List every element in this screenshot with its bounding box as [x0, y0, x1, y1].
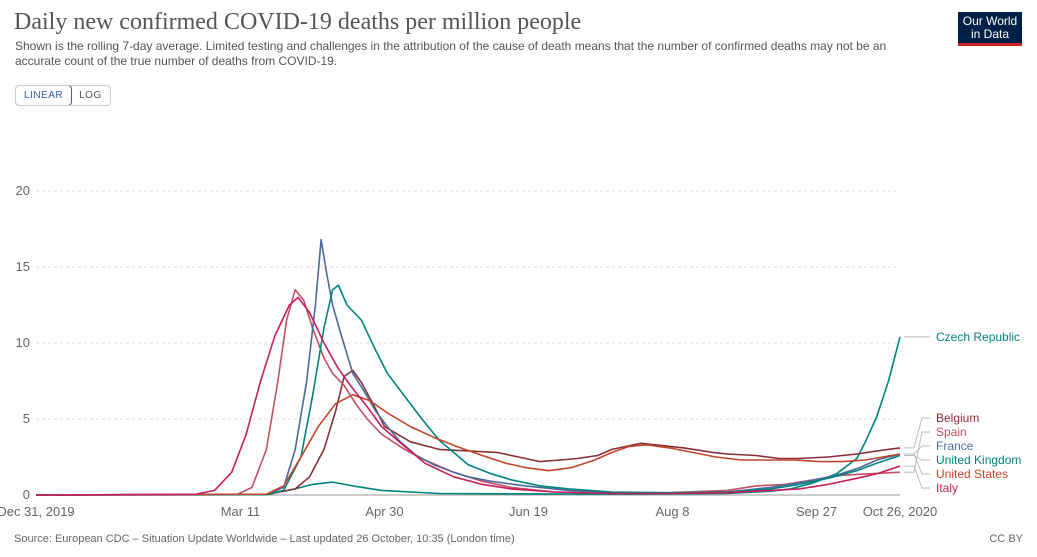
- logo-line-2: in Data: [970, 27, 1010, 41]
- legend-connector-1: [904, 417, 930, 449]
- legend-label-6: Italy: [936, 481, 958, 495]
- y-tick-label-0: 0: [23, 487, 30, 502]
- legend-connector-5: [904, 453, 930, 475]
- series-line-4: [35, 284, 901, 496]
- legend-connector-3: [904, 445, 930, 455]
- x-tick-label-4: Aug 8: [655, 504, 689, 519]
- legend-connector-4: [904, 454, 930, 461]
- x-tick-label-3: Jun 19: [509, 504, 548, 519]
- y-tick-label-15: 15: [16, 259, 30, 274]
- chart-title: Daily new confirmed COVID-19 deaths per …: [14, 9, 582, 35]
- x-axis-ticks: Dec 31, 2019 Mar 11 Apr 30 Jun 19 Aug 8 Sep 2…: [0, 504, 937, 519]
- legend-label-4: United Kingdom: [936, 453, 1021, 467]
- legend-connector-6: [904, 465, 930, 489]
- series-line-6: [35, 296, 901, 496]
- x-tick-label-2: Apr 30: [365, 504, 403, 519]
- legend-label-3: France: [936, 439, 974, 453]
- series-line-0: [35, 336, 901, 496]
- series-line-2: [35, 289, 901, 496]
- x-tick-label-6: Oct 26, 2020: [863, 504, 937, 519]
- x-tick-label-0: Dec 31, 2019: [0, 504, 75, 519]
- legend-label-5: United States: [936, 467, 1008, 481]
- line-chart: 0 5 10 15 20 Dec 31, 2019 Mar 11 Apr 30 Jun 19 A…: [0, 183, 1021, 519]
- legend-connector-2: [904, 431, 930, 473]
- owid-logo[interactable]: Our World in Data: [958, 12, 1022, 46]
- y-tick-label-5: 5: [23, 411, 30, 426]
- x-tick-label-1: Mar 11: [221, 504, 261, 519]
- legend-label-2: Spain: [936, 425, 967, 439]
- y-tick-label-10: 10: [16, 335, 30, 350]
- x-tick-label-5: Sep 27: [796, 504, 837, 519]
- logo-line-1: Our World: [962, 14, 1018, 28]
- legend-label-0: Czech Republic: [936, 330, 1020, 344]
- series-line-1: [35, 369, 901, 496]
- series-lines: [35, 238, 901, 496]
- legend-label-1: Belgium: [936, 411, 979, 425]
- series-line-5: [35, 393, 901, 496]
- source-note: Source: European CDC – Situation Update …: [14, 533, 515, 545]
- linear-scale-button[interactable]: LINEAR: [15, 86, 73, 105]
- y-axis-ticks: 0 5 10 15 20: [16, 183, 30, 502]
- log-scale-button[interactable]: LOG: [79, 90, 102, 101]
- license-link[interactable]: CC BY: [989, 533, 1023, 545]
- y-tick-label-20: 20: [16, 183, 30, 198]
- chart-subtitle: Shown is the rolling 7-day average. Limi…: [15, 39, 887, 68]
- grid-lines: [36, 190, 900, 496]
- scale-toggle: LINEAR LOG: [15, 85, 111, 106]
